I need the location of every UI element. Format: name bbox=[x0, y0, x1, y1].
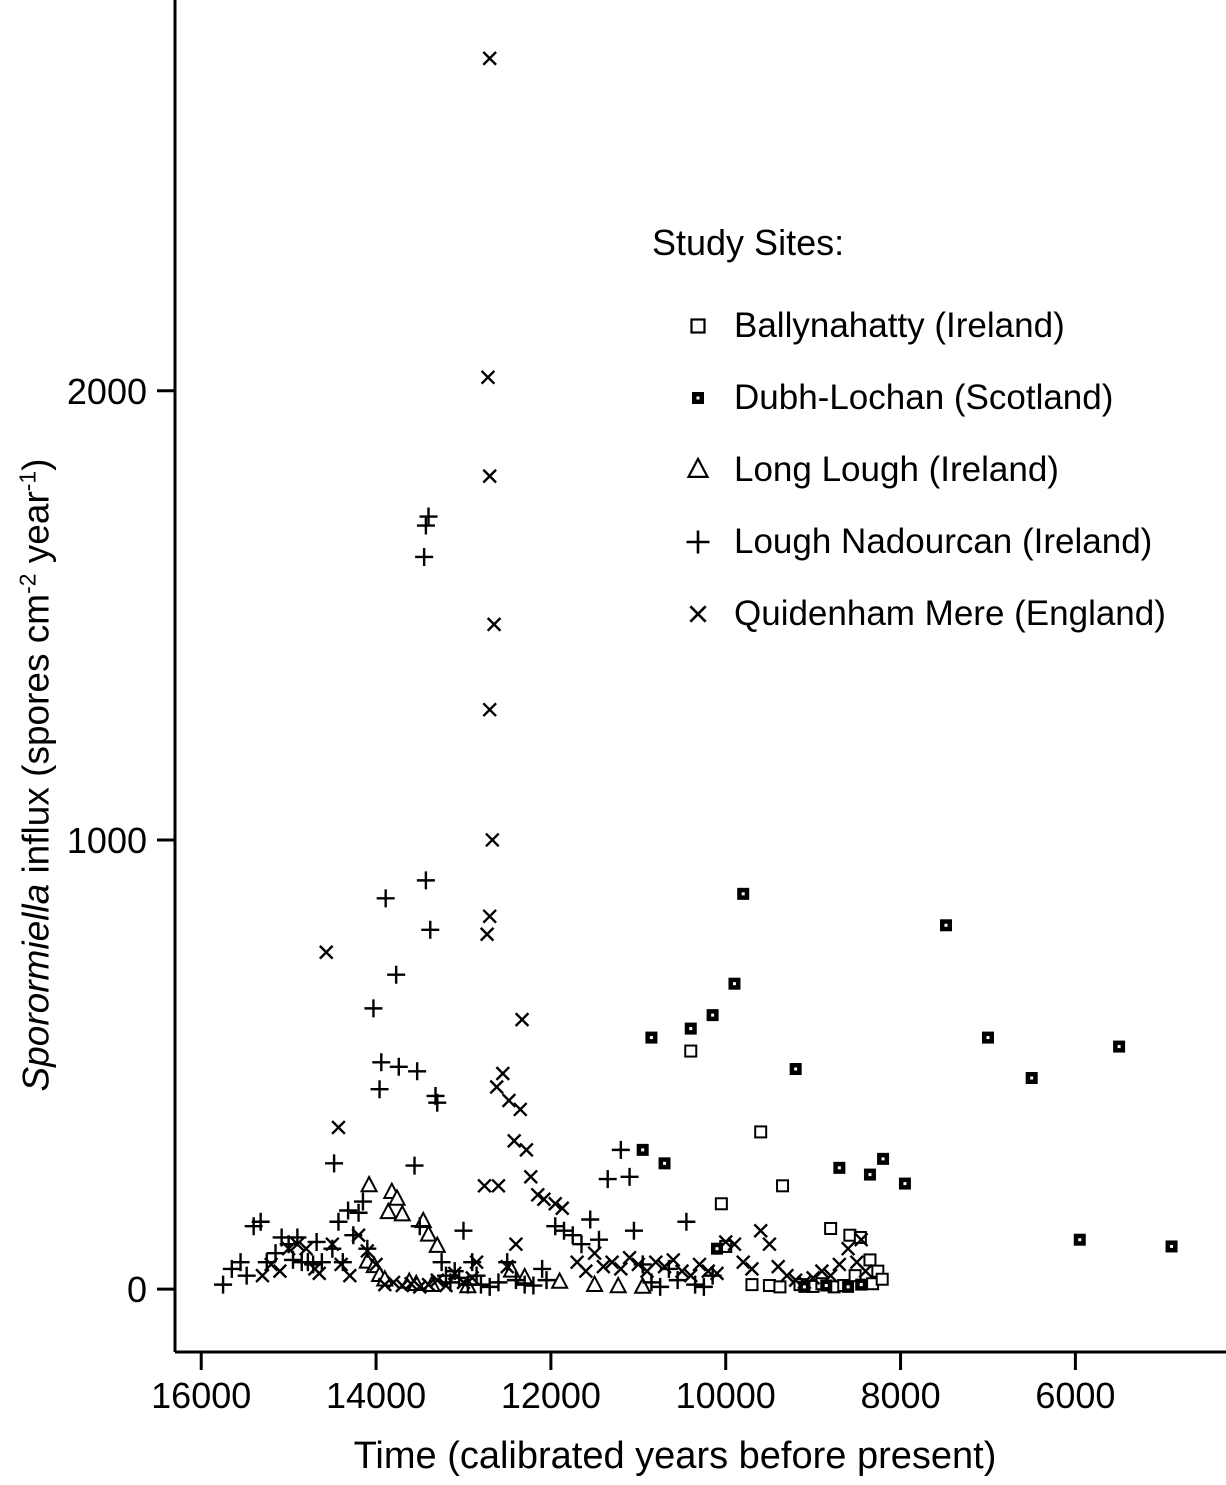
x-marker-icon bbox=[689, 605, 707, 623]
series-ballynahatty-ireland bbox=[684, 1044, 889, 1294]
y-tick-label: 0 bbox=[127, 1269, 147, 1310]
series-quidenham-mere-england bbox=[255, 51, 873, 1295]
legend-items: Ballynahatty (Ireland) Dubh-Lochan (Scotl… bbox=[652, 290, 1166, 650]
legend-item-label: Quidenham Mere (England) bbox=[734, 594, 1166, 633]
x-tick-label: 6000 bbox=[1035, 1375, 1115, 1416]
series-long-lough-ireland bbox=[358, 1174, 652, 1294]
legend-item-label: Dubh-Lochan (Scotland) bbox=[734, 378, 1114, 417]
y-tick-label: 2000 bbox=[67, 371, 147, 412]
legend-item-lough-nadourcan-ireland: Lough Nadourcan (Ireland) bbox=[652, 506, 1166, 578]
legend-item-dubh-lochan-scotland: Dubh-Lochan (Scotland) bbox=[652, 362, 1166, 434]
x-tick-label: 16000 bbox=[151, 1375, 251, 1416]
y-axis-label-sup2: -1 bbox=[14, 470, 41, 492]
legend-item-quidenham-mere-england: Quidenham Mere (England) bbox=[652, 578, 1166, 650]
legend-title: Study Sites: bbox=[652, 222, 845, 263]
open-triangle-marker-icon bbox=[686, 456, 710, 478]
legend-item-label: Ballynahatty (Ireland) bbox=[734, 306, 1065, 345]
legend-item-label: Lough Nadourcan (Ireland) bbox=[734, 522, 1153, 561]
x-tick-label: 10000 bbox=[676, 1375, 776, 1416]
series-lough-nadourcan-ireland bbox=[214, 507, 722, 1296]
y-axis-label-sup1: -2 bbox=[14, 573, 41, 594]
open-square-marker-icon bbox=[690, 318, 706, 334]
x-tick-label: 8000 bbox=[861, 1375, 941, 1416]
y-axis-label-text: influx (spores cm bbox=[15, 593, 57, 884]
y-tick-label: 1000 bbox=[67, 820, 147, 861]
legend-item-ballynahatty-ireland: Ballynahatty (Ireland) bbox=[652, 290, 1166, 362]
legend-item-long-lough-ireland: Long Lough (Ireland) bbox=[652, 434, 1166, 506]
y-axis-label-text3: ) bbox=[15, 458, 57, 471]
y-axis-label-text2: year bbox=[15, 491, 57, 574]
legend: Study Sites: Ballynahatty (Ireland) Dubh-… bbox=[652, 222, 1166, 650]
plus-marker-icon bbox=[686, 530, 710, 554]
legend-item-label: Long Lough (Ireland) bbox=[734, 450, 1059, 489]
x-tick-label: 14000 bbox=[326, 1375, 426, 1416]
y-axis-label-italic: Sporormiella bbox=[15, 883, 57, 1092]
filled-square-marker-icon bbox=[692, 392, 704, 404]
y-axis-label: Sporormiella influx (spores cm-2 year-1) bbox=[14, 458, 57, 1091]
x-axis-label: Time (calibrated years before present) bbox=[353, 1435, 997, 1477]
x-tick-label: 12000 bbox=[501, 1375, 601, 1416]
series-dubh-lochan-scotland bbox=[636, 887, 1178, 1293]
